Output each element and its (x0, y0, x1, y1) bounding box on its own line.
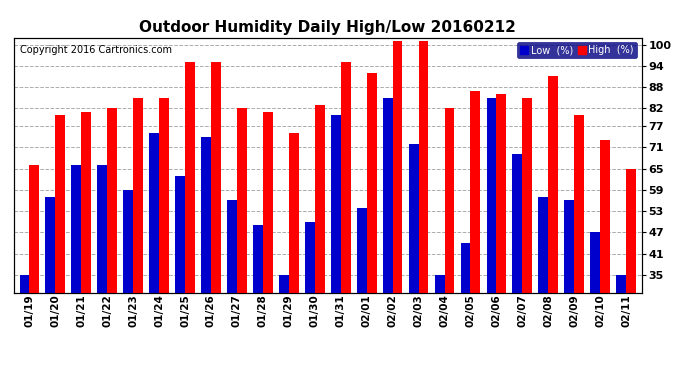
Bar (305, 222, 315, 292)
Bar (107, 108, 117, 292)
Bar (419, 41, 428, 292)
Bar (444, 108, 455, 292)
Bar (133, 98, 143, 292)
Bar (496, 94, 506, 292)
Bar (201, 136, 211, 292)
Bar (600, 140, 610, 292)
Bar (55, 116, 65, 292)
Bar (97, 165, 107, 292)
Bar (626, 168, 636, 292)
Bar (149, 133, 159, 292)
Bar (227, 200, 237, 292)
Bar (263, 112, 273, 292)
Bar (393, 41, 402, 292)
Title: Outdoor Humidity Daily High/Low 20160212: Outdoor Humidity Daily High/Low 20160212 (139, 20, 516, 35)
Bar (461, 243, 471, 292)
Text: Copyright 2016 Cartronics.com: Copyright 2016 Cartronics.com (20, 45, 172, 55)
Bar (591, 232, 600, 292)
Bar (81, 112, 91, 292)
Bar (564, 200, 574, 292)
Bar (513, 154, 522, 292)
Bar (124, 190, 133, 292)
Bar (253, 225, 263, 292)
Bar (366, 73, 377, 292)
Bar (538, 197, 549, 292)
Bar (574, 116, 584, 292)
Bar (19, 275, 30, 292)
Bar (341, 62, 351, 292)
Bar (185, 62, 195, 292)
Bar (237, 108, 247, 292)
Bar (279, 275, 289, 292)
Bar (549, 76, 558, 292)
Bar (315, 105, 324, 292)
Bar (211, 62, 221, 292)
Bar (159, 98, 169, 292)
Bar (71, 165, 81, 292)
Bar (471, 91, 480, 292)
Bar (408, 144, 419, 292)
Bar (616, 275, 626, 292)
Bar (357, 207, 366, 292)
Bar (522, 98, 532, 292)
Bar (289, 133, 299, 292)
Bar (30, 165, 39, 292)
Bar (331, 116, 341, 292)
Bar (175, 176, 185, 292)
Bar (435, 275, 444, 292)
Bar (46, 197, 55, 292)
Bar (486, 98, 496, 292)
Legend: Low  (%), High  (%): Low (%), High (%) (517, 42, 637, 58)
Bar (383, 98, 393, 292)
